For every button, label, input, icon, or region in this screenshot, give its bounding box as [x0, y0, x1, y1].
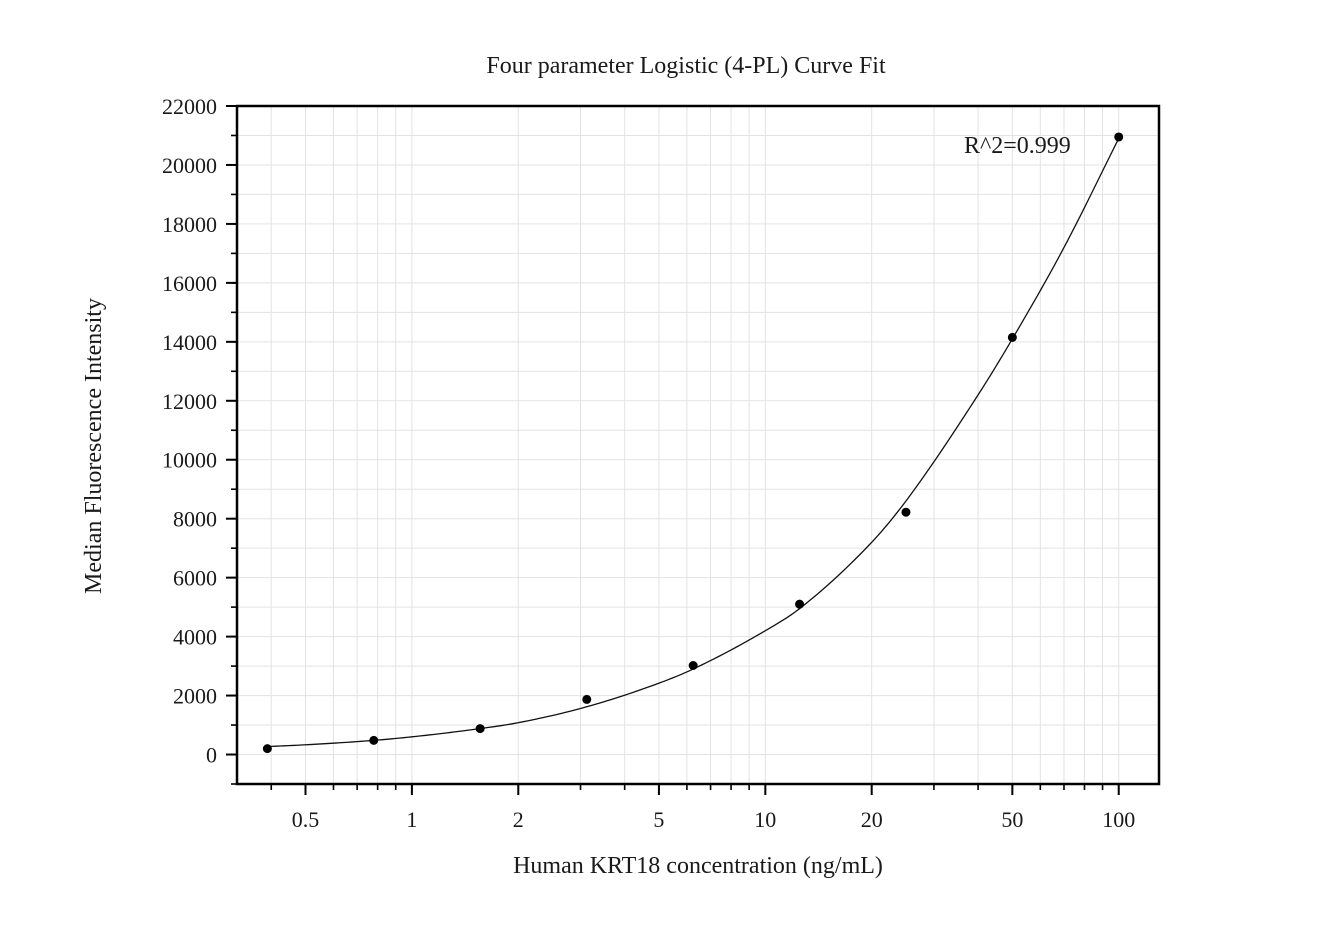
data-point: [1114, 132, 1124, 142]
y-tick-label: 22000: [162, 94, 217, 119]
y-tick-label: 2000: [173, 684, 217, 709]
y-tick-label: 14000: [162, 330, 217, 355]
data-point: [582, 694, 592, 704]
chart-title: Four parameter Logistic (4-PL) Curve Fit: [486, 53, 886, 79]
data-point: [1007, 332, 1017, 342]
data-point: [688, 660, 698, 670]
data-points-layer: [262, 132, 1124, 754]
data-point: [901, 507, 911, 517]
x-tick-label: 50: [1001, 807, 1023, 832]
data-point: [475, 724, 485, 734]
fit-curve-line: [267, 138, 1120, 748]
x-tick-label: 20: [861, 807, 883, 832]
y-axis-label: Median Fluorescence Intensity: [81, 298, 107, 594]
y-tick-label: 6000: [173, 566, 217, 591]
y-tick-label: 12000: [162, 389, 217, 414]
x-tick-label: 5: [653, 807, 664, 832]
x-tick-label: 2: [513, 807, 524, 832]
x-tick-label: 10: [754, 807, 776, 832]
data-point: [262, 744, 272, 754]
y-tick-label: 16000: [162, 271, 217, 296]
fit-curve-layer: [267, 138, 1120, 748]
x-tick-label: 1: [406, 807, 417, 832]
axis-layer: 0.5 1 2 5 10 20 50 100 0 2000 4000 6000 8000 10000 120…: [162, 94, 1135, 832]
x-tick-label: 0.5: [292, 807, 320, 832]
y-tick-label: 8000: [173, 507, 217, 532]
x-axis-label: Human KRT18 concentration (ng/mL): [513, 853, 883, 879]
plot-frame: [235, 104, 1161, 786]
x-tick-label: 100: [1102, 807, 1135, 832]
y-tick-label: 4000: [173, 625, 217, 650]
annotation-r-squared: R^2=0.999: [964, 133, 1071, 159]
y-tick-label: 0: [206, 743, 217, 768]
y-tick-label: 18000: [162, 212, 217, 237]
y-tick-label: 10000: [162, 448, 217, 473]
y-tick-label: 20000: [162, 153, 217, 178]
data-point: [795, 599, 805, 609]
grid-layer: [237, 105, 1159, 785]
data-point: [369, 735, 379, 745]
